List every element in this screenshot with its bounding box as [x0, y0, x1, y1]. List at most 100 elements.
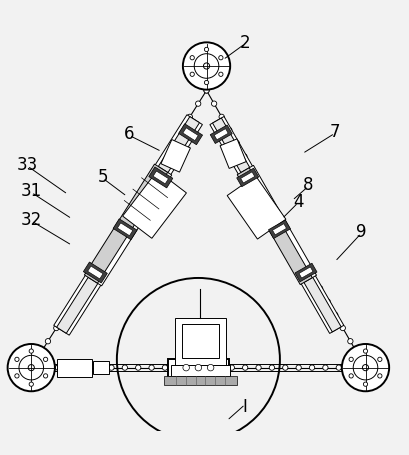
Polygon shape	[272, 224, 286, 235]
Circle shape	[243, 365, 248, 370]
Circle shape	[204, 89, 209, 94]
Circle shape	[162, 154, 167, 160]
Circle shape	[29, 349, 34, 354]
Circle shape	[287, 233, 292, 239]
Circle shape	[342, 344, 389, 391]
Polygon shape	[299, 268, 313, 278]
Circle shape	[179, 128, 184, 133]
Circle shape	[317, 286, 323, 292]
Polygon shape	[227, 177, 286, 239]
Circle shape	[302, 260, 308, 265]
Polygon shape	[220, 140, 246, 169]
Polygon shape	[237, 168, 312, 285]
Circle shape	[349, 365, 355, 370]
Text: 2: 2	[240, 34, 251, 51]
Polygon shape	[88, 267, 103, 279]
Polygon shape	[210, 126, 232, 144]
Circle shape	[204, 48, 209, 52]
Circle shape	[363, 382, 368, 386]
Polygon shape	[54, 116, 202, 335]
Polygon shape	[214, 129, 228, 141]
Circle shape	[176, 365, 181, 370]
Circle shape	[129, 207, 134, 212]
Polygon shape	[241, 172, 255, 183]
Circle shape	[87, 273, 92, 278]
Polygon shape	[113, 219, 137, 240]
Circle shape	[256, 365, 261, 370]
Circle shape	[363, 349, 368, 354]
Circle shape	[183, 364, 189, 371]
Circle shape	[195, 364, 202, 371]
Text: 6: 6	[124, 125, 134, 143]
Text: 9: 9	[356, 222, 367, 241]
FancyBboxPatch shape	[176, 362, 221, 374]
Circle shape	[269, 365, 274, 370]
FancyBboxPatch shape	[93, 361, 109, 374]
FancyBboxPatch shape	[57, 359, 92, 377]
Circle shape	[95, 260, 101, 265]
Circle shape	[363, 365, 368, 370]
Circle shape	[183, 43, 230, 91]
Circle shape	[203, 64, 209, 70]
Text: 5: 5	[97, 168, 108, 186]
Circle shape	[229, 365, 234, 370]
Circle shape	[336, 365, 342, 370]
Text: 32: 32	[20, 210, 42, 228]
Circle shape	[349, 358, 353, 362]
Circle shape	[257, 181, 262, 186]
Circle shape	[211, 102, 217, 107]
Circle shape	[242, 154, 247, 160]
Circle shape	[43, 374, 48, 378]
Polygon shape	[213, 119, 341, 332]
Circle shape	[187, 115, 193, 120]
Circle shape	[340, 326, 346, 331]
Polygon shape	[210, 117, 344, 334]
Circle shape	[378, 358, 382, 362]
Circle shape	[120, 220, 126, 226]
Circle shape	[355, 352, 361, 357]
Circle shape	[378, 374, 382, 378]
FancyBboxPatch shape	[164, 376, 237, 385]
Circle shape	[207, 364, 214, 371]
Circle shape	[29, 382, 34, 386]
Circle shape	[112, 233, 117, 239]
Circle shape	[190, 56, 194, 61]
Circle shape	[362, 365, 369, 371]
Circle shape	[190, 73, 194, 77]
Polygon shape	[268, 221, 290, 239]
Polygon shape	[295, 263, 317, 282]
Text: 7: 7	[330, 123, 340, 141]
Circle shape	[82, 365, 88, 370]
Circle shape	[310, 273, 315, 278]
Circle shape	[135, 365, 141, 370]
Circle shape	[104, 247, 109, 252]
Circle shape	[154, 167, 159, 173]
Polygon shape	[161, 140, 191, 173]
Circle shape	[265, 194, 270, 199]
Polygon shape	[117, 223, 133, 236]
Circle shape	[219, 56, 223, 61]
Polygon shape	[183, 129, 198, 142]
Circle shape	[149, 365, 154, 370]
Circle shape	[146, 181, 151, 186]
Circle shape	[348, 339, 353, 344]
Circle shape	[109, 365, 114, 370]
Circle shape	[333, 313, 338, 318]
Circle shape	[162, 365, 168, 370]
Circle shape	[196, 102, 201, 107]
FancyBboxPatch shape	[175, 318, 226, 365]
Polygon shape	[237, 169, 259, 187]
Circle shape	[219, 73, 223, 77]
Circle shape	[29, 365, 34, 370]
Circle shape	[202, 365, 208, 370]
Circle shape	[309, 365, 315, 370]
Circle shape	[204, 81, 209, 86]
Polygon shape	[123, 171, 187, 239]
Circle shape	[219, 115, 224, 120]
Polygon shape	[153, 172, 169, 184]
Circle shape	[95, 365, 101, 370]
Circle shape	[216, 365, 221, 370]
Circle shape	[8, 344, 55, 391]
Circle shape	[234, 142, 239, 147]
Circle shape	[37, 352, 42, 357]
